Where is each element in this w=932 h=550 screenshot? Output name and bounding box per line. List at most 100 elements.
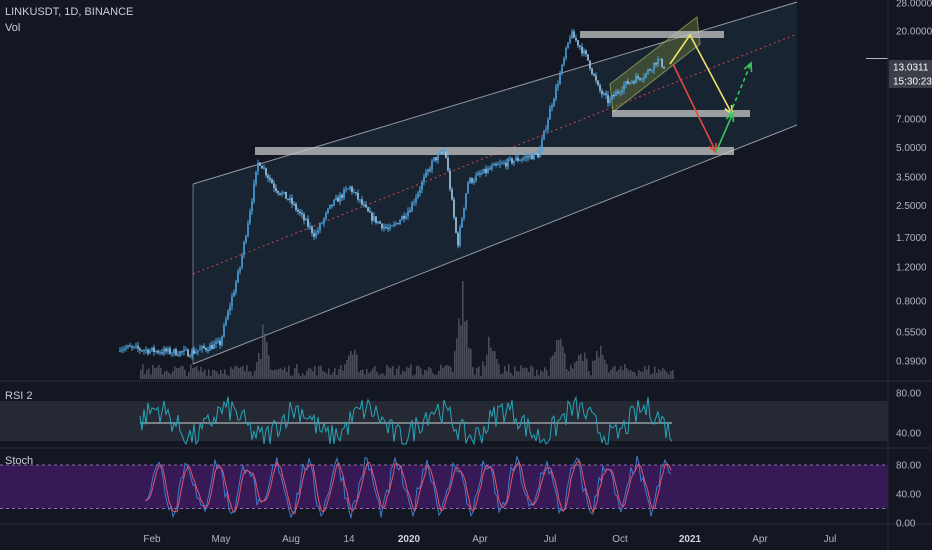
volume-bar	[318, 365, 320, 379]
volume-bar	[278, 368, 280, 379]
volume-bar	[342, 370, 344, 379]
volume-bar	[508, 364, 510, 379]
volume-bar	[248, 371, 250, 379]
volume-bar	[460, 325, 462, 379]
candle-body	[429, 169, 431, 171]
volume-bar	[368, 373, 370, 379]
volume-bar	[228, 375, 230, 379]
candle-body	[159, 352, 161, 354]
volume-bar	[380, 373, 382, 379]
candle-body	[409, 211, 411, 213]
volume-bar	[490, 347, 492, 379]
volume-bar	[396, 368, 398, 379]
candle-body	[133, 346, 135, 348]
volume-bar	[226, 374, 228, 379]
volume-bar	[632, 371, 634, 379]
volume-bar	[648, 365, 650, 379]
volume-bar	[622, 370, 624, 379]
volume-bar	[392, 365, 394, 379]
volume-bar	[516, 370, 518, 379]
volume-bar	[666, 372, 668, 379]
volume-bar	[468, 347, 470, 379]
candle-body	[633, 81, 635, 84]
volume-bar	[200, 366, 202, 379]
candle-body	[155, 350, 157, 352]
volume-bar	[502, 373, 504, 379]
candle-body	[433, 157, 435, 161]
candle-body	[241, 255, 243, 268]
volume-bar	[386, 364, 388, 379]
volume-bar	[256, 362, 258, 379]
candle-body	[563, 58, 565, 65]
candle-body	[555, 86, 557, 99]
volume-bar	[236, 365, 238, 379]
symbol-title: LINKUSDT, 1D, BINANCE	[5, 6, 134, 18]
candle-body	[365, 204, 367, 208]
volume-bar	[398, 365, 400, 379]
candle-body	[269, 177, 271, 180]
volume-bar	[402, 370, 404, 379]
volume-bar	[556, 339, 558, 379]
volume-bar	[430, 368, 432, 379]
stoch-pane: 80.00 40.00 0.00	[0, 454, 921, 530]
volume-bar	[566, 369, 568, 379]
candle-body	[625, 81, 627, 86]
volume-bar	[670, 371, 672, 379]
candle-body	[621, 90, 623, 93]
volume-bar	[464, 321, 466, 379]
candle-body	[447, 157, 449, 171]
rsi-tick-label: 40.00	[896, 429, 921, 440]
candle-body	[525, 156, 527, 158]
volume-bar	[154, 367, 156, 379]
candle-body	[637, 76, 639, 79]
volume-bar	[230, 366, 232, 379]
volume-bar	[316, 375, 318, 379]
candle-body	[581, 46, 583, 54]
candle-body	[187, 349, 189, 357]
projection-arrow-green-dashed	[729, 62, 752, 115]
time-axis[interactable]: Feb May Aug 14 2020 Apr Jul Oct 2021 Apr Jul	[143, 534, 836, 545]
candle-body	[255, 171, 257, 184]
volume-bar	[546, 370, 548, 379]
volume-bar	[414, 374, 416, 379]
volume-bar	[188, 371, 190, 379]
volume-bar	[294, 367, 296, 379]
candle-body	[253, 183, 255, 202]
candle-body	[295, 203, 297, 210]
candle-body	[217, 340, 219, 342]
candle-body	[383, 226, 385, 229]
price-axis[interactable]: 28.0000 20.0000 7.0000 5.0000 3.5000 2.5000 1.…	[866, 0, 932, 368]
volume-bar	[474, 374, 476, 379]
volume-bar	[528, 371, 530, 379]
candle-body	[193, 350, 195, 354]
candle-body	[293, 203, 295, 205]
candle-body	[141, 350, 143, 352]
price-tick-label: 28.0000	[896, 0, 932, 10]
candle-body	[123, 348, 125, 350]
candle-body	[611, 94, 613, 99]
candle-body	[515, 157, 517, 161]
volume-bar	[604, 359, 606, 379]
rsi-pane: 80.00 40.00	[0, 389, 921, 446]
volume-bar	[302, 373, 304, 379]
candle-body	[405, 216, 407, 219]
volume-bar	[388, 367, 390, 379]
volume-bar	[346, 360, 348, 379]
volume-bar	[596, 350, 598, 379]
candle-body	[267, 175, 269, 178]
volume-bar	[148, 368, 150, 379]
candle-body	[357, 192, 359, 200]
candle-body	[225, 319, 227, 325]
volume-bar	[206, 375, 208, 379]
volume-bar	[514, 366, 516, 379]
candle-body	[389, 226, 391, 229]
volume-bar	[242, 365, 244, 379]
candle-body	[647, 69, 649, 74]
candle-body	[319, 223, 321, 231]
volume-bar	[574, 362, 576, 379]
volume-bar	[542, 371, 544, 379]
candle-body	[571, 31, 573, 39]
candle-body	[325, 212, 327, 219]
volume-bar	[158, 364, 160, 379]
